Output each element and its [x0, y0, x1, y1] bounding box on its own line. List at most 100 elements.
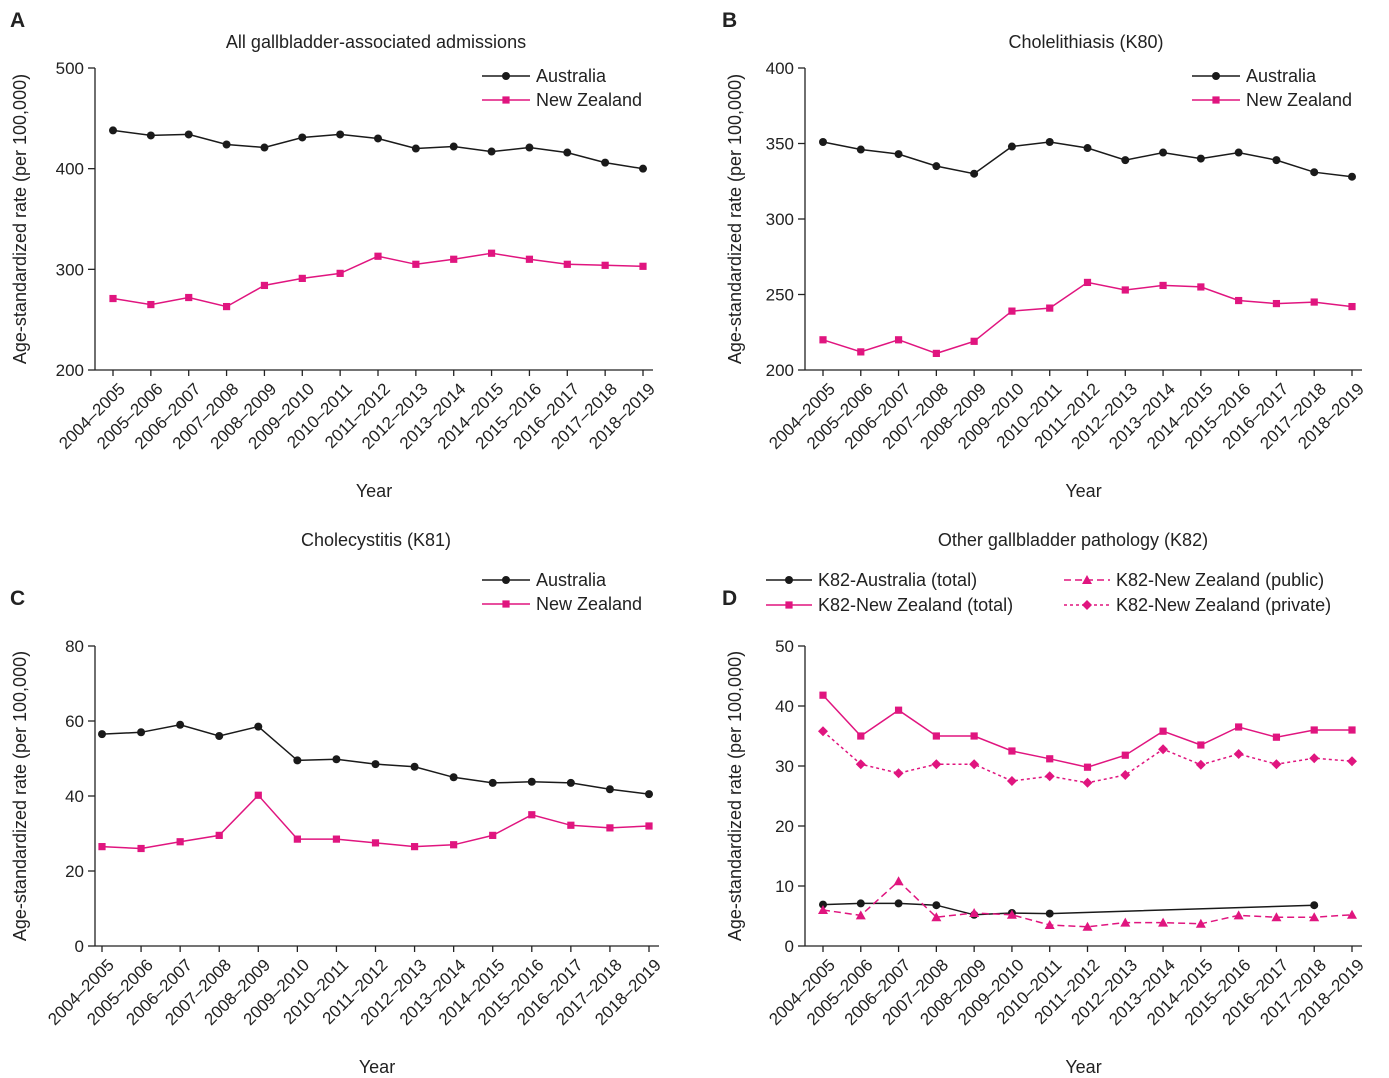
series-3 [818, 876, 1357, 931]
data-point [1310, 726, 1318, 734]
data-point [969, 759, 980, 770]
data-point [818, 726, 828, 737]
legend-item: K82-Australia (total) [766, 570, 977, 590]
data-point [1044, 771, 1055, 782]
data-point [819, 691, 827, 699]
data-point [449, 773, 458, 782]
data-point [254, 791, 262, 799]
data-point [1083, 278, 1092, 287]
data-point [98, 730, 106, 739]
legend-label: Australia [1246, 66, 1317, 86]
panel-letter: A [10, 9, 25, 32]
data-point [857, 732, 865, 740]
data-point [215, 732, 224, 740]
y-tick-label: 0 [75, 937, 84, 956]
data-point [645, 822, 653, 830]
data-point [894, 150, 903, 159]
data-point [184, 130, 193, 139]
data-point [1083, 144, 1092, 153]
series-2 [98, 791, 653, 853]
data-point [1159, 727, 1167, 735]
data-point [606, 824, 614, 832]
data-point [176, 720, 185, 729]
data-point [1197, 283, 1205, 291]
data-point [412, 260, 420, 268]
data-point [893, 768, 904, 779]
y-tick-label: 400 [56, 160, 84, 179]
data-point [1046, 755, 1054, 763]
data-point [1310, 168, 1319, 177]
panel-letter: B [722, 9, 737, 32]
data-point [1271, 912, 1282, 922]
data-point [1120, 770, 1131, 780]
legend-label: K82-New Zealand (public) [1116, 570, 1324, 590]
data-point [1121, 286, 1129, 294]
data-point [1233, 749, 1244, 759]
data-point [1233, 910, 1244, 920]
data-point [1348, 726, 1356, 734]
y-axis-label: Age-standardized rate (per 100,000) [10, 74, 30, 364]
data-point [1044, 920, 1055, 929]
series-4 [818, 726, 1357, 788]
data-point [374, 252, 382, 260]
data-point [931, 759, 942, 770]
series-line [822, 730, 1353, 784]
x-axis-label: Year [356, 481, 392, 501]
data-point [970, 732, 978, 740]
data-point [932, 349, 940, 357]
data-point [525, 143, 534, 152]
data-point [932, 162, 941, 171]
data-point [605, 785, 614, 794]
series-1 [819, 137, 1356, 181]
data-point [1197, 741, 1205, 749]
data-point [932, 901, 941, 910]
data-point [488, 778, 497, 787]
data-point [856, 899, 865, 908]
series-1 [98, 720, 653, 799]
data-point [1045, 909, 1054, 918]
y-tick-label: 300 [766, 210, 794, 229]
data-point [1159, 148, 1168, 157]
data-point [450, 841, 458, 849]
data-point [601, 261, 609, 269]
legend-marker [502, 72, 510, 80]
data-point [489, 831, 497, 839]
data-point [527, 777, 536, 786]
data-point [563, 148, 572, 157]
data-point [1272, 299, 1281, 308]
legend-label: Australia [536, 570, 607, 590]
data-point [260, 143, 269, 152]
legend-item: Australia [1192, 66, 1317, 86]
legend-marker [502, 600, 510, 608]
data-point [601, 158, 610, 167]
data-point [819, 137, 827, 146]
data-point [893, 876, 904, 886]
y-tick-label: 20 [775, 817, 794, 836]
data-point [1121, 156, 1130, 165]
legend-item: K82-New Zealand (total) [766, 595, 1013, 615]
legend-item: K82-New Zealand (private) [1064, 595, 1331, 615]
y-axis-label: Age-standardized rate (per 100,000) [10, 651, 30, 941]
chart-title: Cholelithiasis (K80) [1008, 32, 1163, 52]
data-point [894, 899, 903, 908]
data-point [1272, 156, 1281, 165]
data-point [639, 164, 647, 173]
chart-title: Other gallbladder pathology (K82) [938, 530, 1208, 550]
data-point [1046, 304, 1054, 312]
series-line [822, 281, 1353, 355]
data-point [931, 912, 942, 922]
y-tick-label: 80 [65, 637, 84, 656]
data-point [1006, 909, 1017, 919]
y-tick-label: 40 [775, 697, 794, 716]
data-point [1195, 759, 1206, 770]
legend-marker [1082, 600, 1092, 610]
legend-item: Australia [482, 66, 607, 86]
legend-label: K82-Australia (total) [818, 570, 977, 590]
data-point [1271, 759, 1282, 770]
y-axis-label: Age-standardized rate (per 100,000) [725, 74, 745, 364]
data-point [855, 759, 866, 770]
y-axis-label: Age-standardized rate (per 100,000) [725, 651, 745, 941]
